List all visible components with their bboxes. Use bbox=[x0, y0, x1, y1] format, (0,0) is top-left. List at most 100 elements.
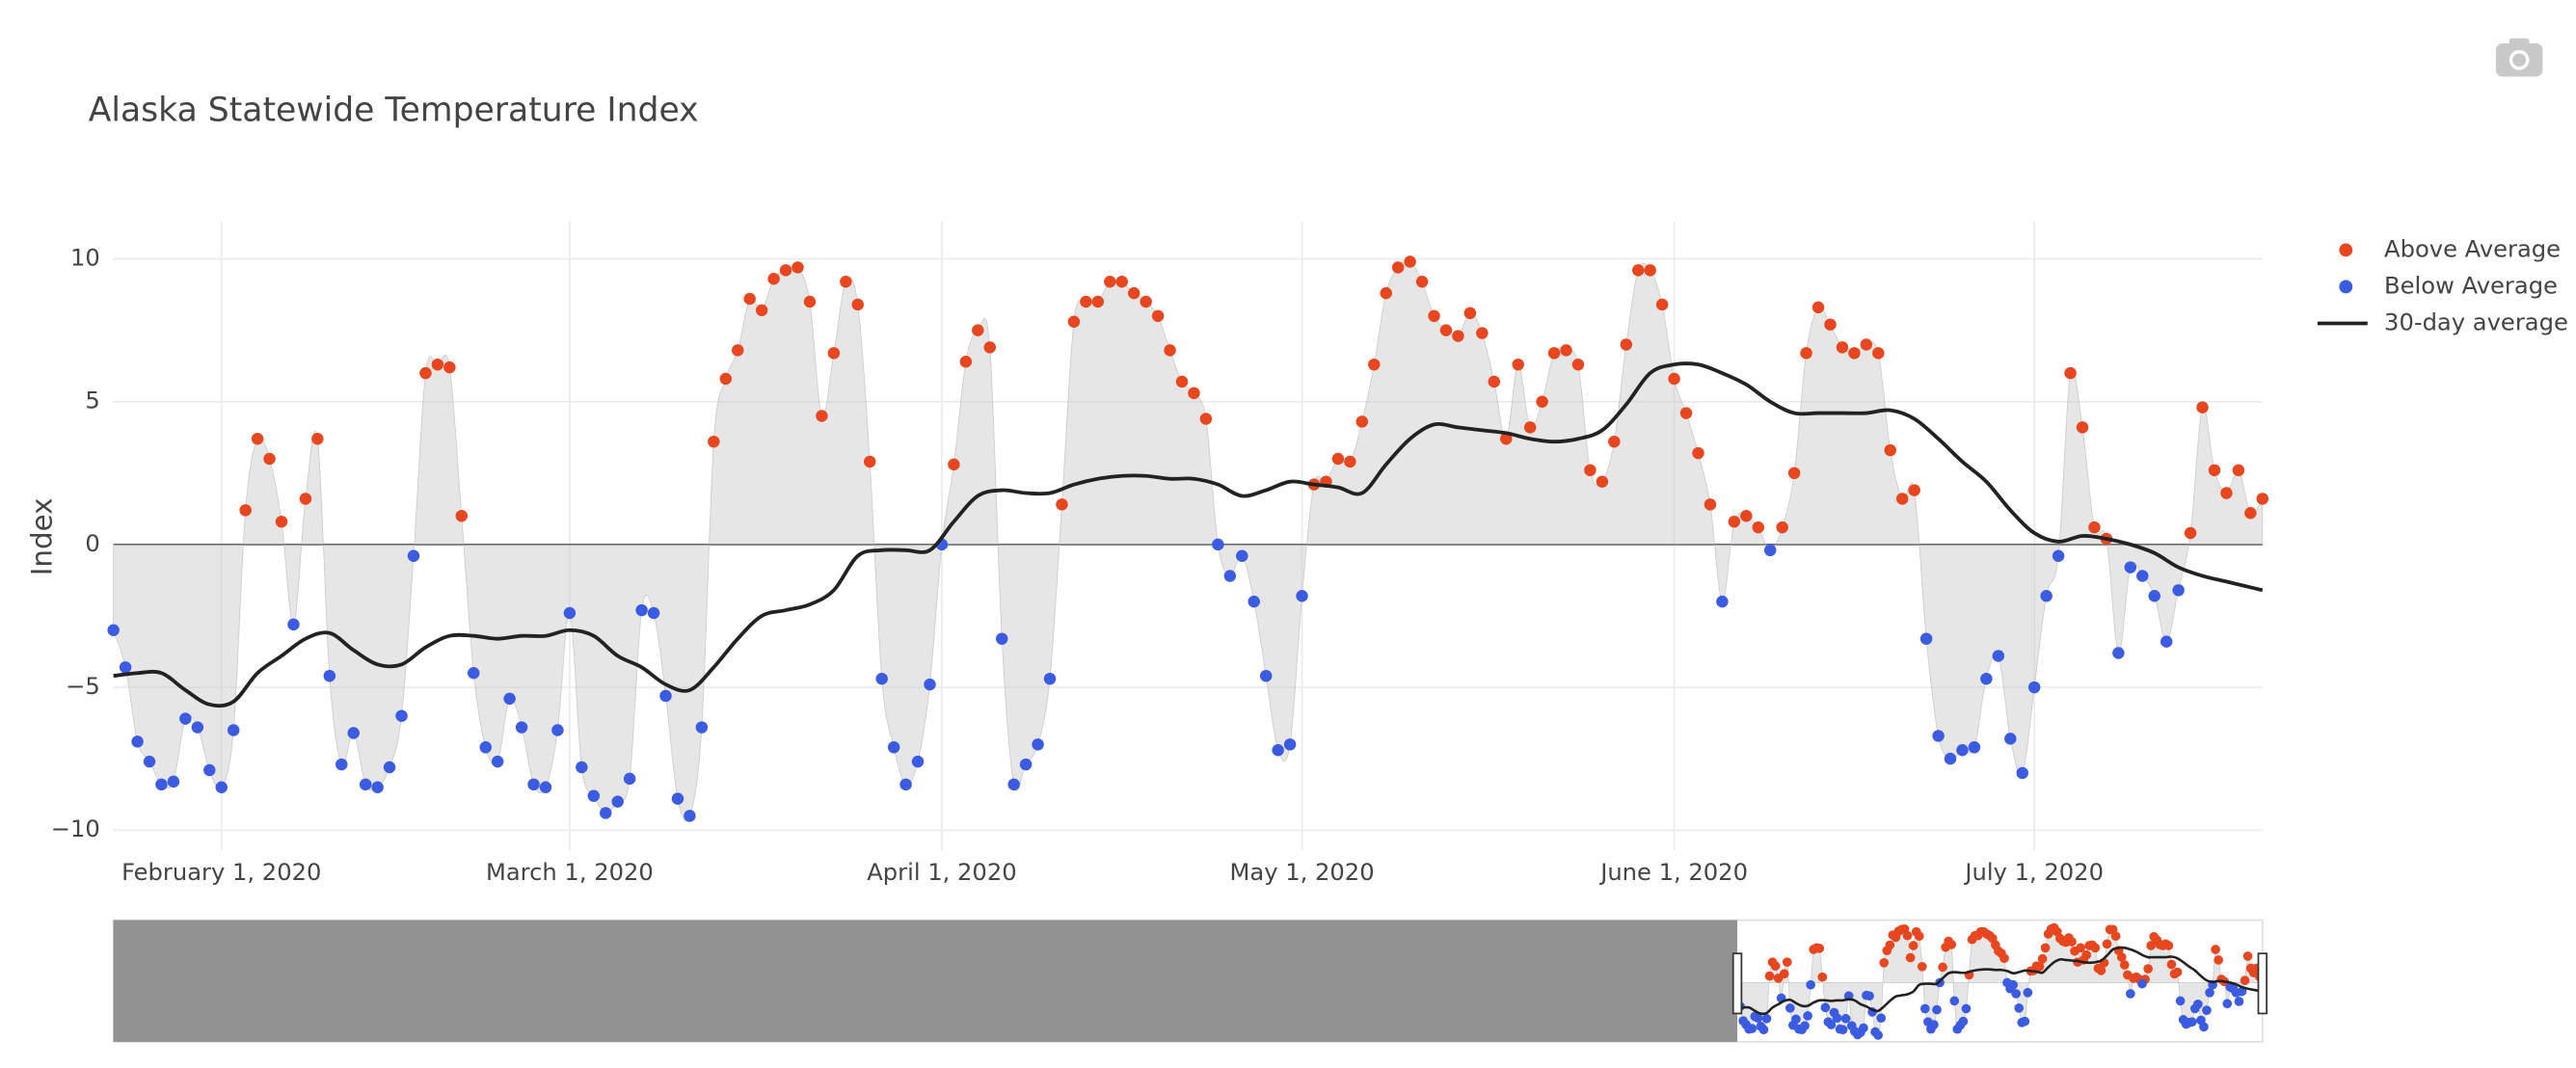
data-point bbox=[251, 433, 264, 445]
data-point bbox=[2090, 943, 2101, 953]
data-point bbox=[2040, 943, 2051, 953]
legend-label: Below Average bbox=[2384, 272, 2558, 299]
data-point bbox=[2199, 1022, 2209, 1032]
data-point bbox=[1800, 347, 1812, 360]
data-point bbox=[1500, 433, 1513, 445]
data-point bbox=[2064, 366, 2077, 380]
x-tick-label: February 1, 2020 bbox=[121, 859, 321, 886]
data-point bbox=[587, 789, 601, 802]
data-point bbox=[1571, 358, 1585, 371]
range-slider-handle[interactable] bbox=[1731, 952, 1743, 1015]
data-point bbox=[1283, 738, 1297, 751]
data-point bbox=[1428, 309, 1440, 323]
data-point bbox=[1679, 407, 1693, 419]
data-point bbox=[2240, 975, 2250, 985]
data-point bbox=[1296, 589, 1308, 602]
data-point bbox=[2232, 464, 2245, 477]
data-point bbox=[1608, 435, 1621, 448]
data-point bbox=[2014, 1003, 2025, 1013]
data-point bbox=[2143, 964, 2153, 974]
data-point bbox=[1248, 595, 1260, 608]
data-point bbox=[840, 276, 852, 288]
average-line bbox=[1736, 946, 2264, 1016]
data-point bbox=[1806, 979, 1815, 990]
data-point bbox=[1826, 1020, 1837, 1029]
data-point bbox=[1968, 741, 1981, 754]
legend-marker bbox=[2339, 243, 2353, 257]
data-point bbox=[2256, 493, 2269, 505]
data-point bbox=[1872, 347, 1885, 360]
data-point bbox=[1584, 464, 1597, 477]
data-point bbox=[1784, 1003, 1795, 1013]
data-point bbox=[2110, 931, 2121, 942]
data-point bbox=[1668, 372, 1680, 386]
data-point bbox=[1885, 940, 1895, 950]
data-point bbox=[2052, 549, 2065, 562]
y-tick-label: −5 bbox=[66, 673, 100, 700]
data-point bbox=[1067, 315, 1081, 328]
data-point bbox=[1946, 940, 1957, 949]
data-point bbox=[155, 778, 168, 791]
data-point bbox=[1764, 971, 1775, 981]
data-point bbox=[2136, 570, 2149, 582]
data-point bbox=[755, 304, 768, 317]
x-tick-label: April 1, 2020 bbox=[867, 859, 1016, 886]
data-point bbox=[803, 295, 817, 308]
data-point bbox=[995, 632, 1008, 645]
data-point bbox=[695, 721, 709, 734]
data-point bbox=[732, 344, 744, 357]
data-point bbox=[899, 778, 912, 791]
data-point bbox=[983, 341, 996, 354]
data-point bbox=[527, 778, 540, 791]
data-point bbox=[2234, 997, 2244, 1006]
data-point bbox=[191, 721, 204, 734]
data-point bbox=[1115, 276, 1128, 288]
data-point bbox=[551, 724, 564, 736]
x-tick-label: July 1, 2020 bbox=[1963, 859, 2104, 886]
data-point bbox=[671, 792, 684, 805]
data-point bbox=[2137, 978, 2147, 989]
data-point bbox=[263, 452, 276, 466]
data-point bbox=[1787, 467, 1801, 480]
data-point bbox=[647, 606, 660, 620]
data-point bbox=[1223, 570, 1237, 582]
data-point bbox=[2187, 1017, 2197, 1028]
data-point bbox=[1439, 324, 1453, 336]
data-point bbox=[1865, 991, 1874, 1001]
data-point bbox=[1763, 544, 1777, 557]
data-point bbox=[1932, 1004, 1942, 1015]
data-point bbox=[2208, 464, 2221, 477]
data-point bbox=[323, 669, 336, 682]
data-point bbox=[143, 755, 156, 768]
data-point bbox=[1961, 1003, 1972, 1014]
data-point bbox=[1236, 549, 1248, 562]
y-tick-label: 5 bbox=[85, 387, 99, 414]
x-tick-label: June 1, 2020 bbox=[1598, 859, 1748, 886]
data-point bbox=[1873, 1030, 1883, 1040]
data-point bbox=[635, 603, 648, 617]
range-slider-handle[interactable] bbox=[2257, 952, 2267, 1015]
data-point bbox=[2163, 941, 2174, 950]
y-axis-label: Index bbox=[26, 497, 59, 575]
data-point bbox=[2116, 952, 2127, 962]
data-point bbox=[1838, 1025, 1848, 1035]
data-point bbox=[1259, 669, 1273, 682]
data-point bbox=[1908, 941, 1919, 950]
data-point bbox=[2112, 647, 2125, 659]
data-point bbox=[1391, 261, 1405, 274]
data-point bbox=[792, 261, 804, 274]
data-point bbox=[2037, 953, 2048, 964]
data-point bbox=[719, 372, 733, 386]
camera-button[interactable] bbox=[2495, 38, 2543, 77]
data-point bbox=[1803, 1011, 1812, 1021]
data-point bbox=[2237, 986, 2247, 997]
data-point bbox=[215, 781, 228, 794]
data-point bbox=[1632, 264, 1645, 277]
data-point bbox=[1836, 341, 1849, 354]
data-point bbox=[1368, 358, 1381, 371]
data-point bbox=[2172, 967, 2183, 977]
data-point bbox=[1620, 338, 1633, 351]
data-point bbox=[1905, 952, 1916, 963]
data-point bbox=[1919, 632, 1933, 645]
